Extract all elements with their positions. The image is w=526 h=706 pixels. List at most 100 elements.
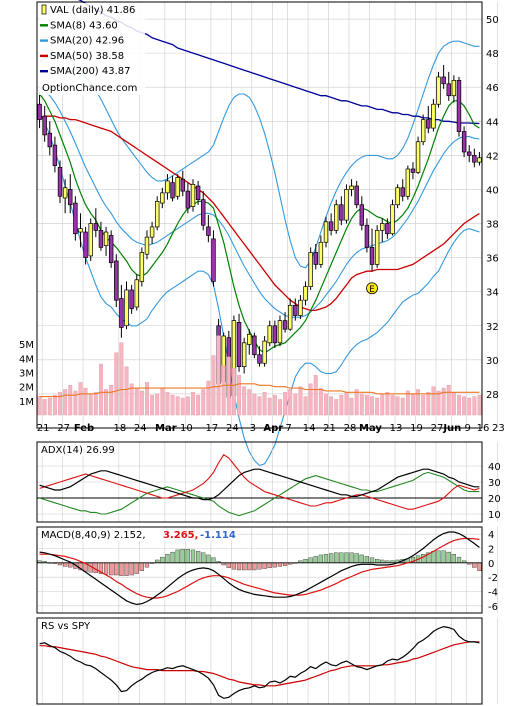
x-tick-label: 21	[37, 423, 50, 434]
macd-histogram-bar	[354, 553, 359, 563]
volume-bar	[201, 389, 206, 416]
macd-histogram-bar	[272, 562, 277, 568]
candle-down	[47, 132, 52, 148]
candle-down	[328, 221, 334, 231]
macd-histogram-bar	[206, 554, 211, 563]
volume-bar	[129, 383, 134, 416]
volume-bar	[216, 335, 221, 416]
candle-up	[303, 286, 308, 301]
volume-bar	[267, 397, 272, 416]
candle-down	[282, 320, 288, 330]
volume-bar	[436, 390, 441, 416]
volume-bar	[441, 387, 446, 416]
candle-up	[160, 192, 165, 204]
price-tick-label: 30	[486, 356, 499, 367]
candle-up	[431, 103, 436, 129]
x-tick-label: 28	[344, 423, 357, 434]
x-tick-label: 24	[134, 423, 147, 434]
volume-bar	[334, 399, 339, 416]
candle-up	[287, 304, 293, 330]
volume-panel: 1M 2M 3M 4M 5M	[19, 335, 482, 416]
volume-bar	[451, 392, 456, 416]
candle-up	[323, 221, 329, 243]
price-tick-label: 40	[486, 185, 499, 196]
candle-up	[390, 204, 395, 235]
volume-bar	[73, 390, 78, 416]
volume-bar	[262, 392, 267, 416]
macd-histogram-bar	[63, 562, 68, 567]
volume-bar	[191, 392, 195, 416]
price-tick-label: 44	[486, 117, 499, 128]
macd-histogram-bar	[242, 562, 247, 571]
volume-bar	[359, 393, 364, 416]
macd-tick-label: 0	[488, 559, 494, 570]
candle-up	[88, 223, 93, 257]
macd-histogram-bar	[436, 550, 441, 563]
volume-bar	[247, 389, 252, 416]
candle-down	[129, 289, 134, 310]
volume-bar	[477, 394, 482, 416]
candle-up	[451, 80, 457, 97]
candle-down	[272, 325, 278, 344]
di-plus-line	[39, 471, 480, 517]
candle-down	[73, 202, 78, 235]
volume-bar	[109, 385, 114, 416]
price-tick-label: 28	[486, 390, 499, 401]
volume-bar	[242, 386, 247, 416]
candle-up	[308, 252, 313, 287]
candle-down	[339, 204, 344, 221]
volume-bar	[83, 387, 88, 416]
macd-histogram-bar	[477, 562, 482, 571]
volume-bar	[318, 387, 323, 416]
sma20-line	[39, 86, 480, 318]
price-tick-label: 46	[486, 83, 499, 94]
price-panel: 28 30 32 34 36 38 40 42 44 46 48 50 E	[36, 0, 499, 467]
candle-up	[190, 183, 196, 207]
macd-histogram-bar	[334, 552, 339, 563]
volume-tick-label: 1M	[19, 397, 34, 408]
macd-tick-label: 4	[488, 530, 494, 541]
volume-bar	[278, 399, 282, 416]
candle-down	[354, 185, 359, 206]
volume-bar	[47, 397, 52, 416]
volume-bar	[375, 397, 380, 416]
candle-up	[62, 187, 68, 199]
volume-bar	[457, 394, 461, 416]
volume-bar	[231, 368, 236, 416]
volume-bar	[185, 396, 190, 416]
x-tick-label: Mar	[155, 423, 177, 434]
x-tick-label: 21	[323, 423, 336, 434]
macd-histogram-bar	[109, 562, 114, 576]
macd-histogram-bar	[185, 549, 190, 563]
price-frame	[36, 1, 483, 429]
x-tick-label: May	[359, 423, 382, 434]
candle-up	[380, 223, 385, 231]
candle-down	[313, 252, 318, 265]
volume-bar	[446, 385, 451, 416]
macd-histogram-bar	[329, 553, 334, 563]
macd-tick-label: -2	[488, 573, 498, 584]
macd-histogram-bar	[308, 557, 313, 563]
macd-histogram-bar	[318, 554, 323, 563]
price-tick-label: 48	[486, 49, 499, 60]
candle-down	[83, 231, 88, 258]
candle-up	[241, 342, 247, 368]
x-tick-label: Apr	[263, 423, 283, 434]
candle-down	[68, 189, 73, 206]
rs-average-line	[39, 641, 480, 687]
candle-down	[93, 223, 99, 231]
macd-histogram-bar	[456, 556, 462, 563]
legend-label: SMA(200) 43.87	[50, 66, 131, 77]
adx-tick-label: 30	[488, 478, 501, 489]
candle-up	[420, 119, 426, 143]
candle-down	[206, 226, 211, 236]
macd-histogram-bar	[369, 557, 375, 563]
macd-histogram-bar	[231, 562, 237, 570]
x-tick-label: 17	[206, 423, 219, 434]
macd-histogram-bar	[124, 562, 129, 576]
macd-histogram-bar	[144, 562, 150, 568]
macd-histogram-bar	[226, 562, 231, 568]
volume-bar	[364, 394, 369, 416]
volume-bar	[344, 392, 349, 416]
